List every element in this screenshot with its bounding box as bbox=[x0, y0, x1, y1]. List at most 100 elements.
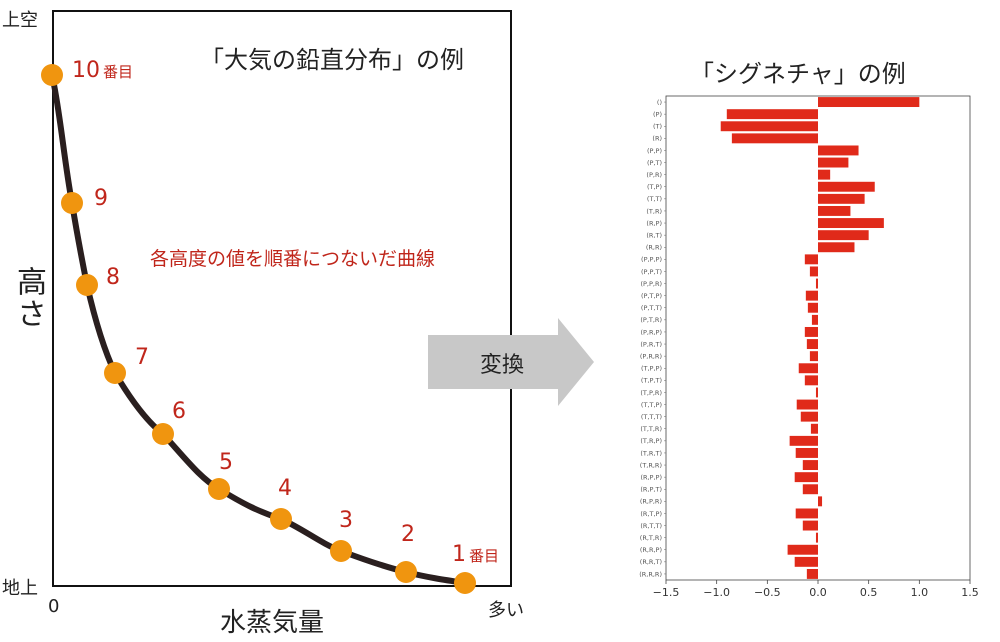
point-label-6: 6 bbox=[172, 399, 186, 424]
point-label-7: 7 bbox=[135, 345, 149, 370]
category-label-7: (T,P) bbox=[647, 183, 662, 191]
bar-29 bbox=[795, 447, 818, 458]
bar-37 bbox=[787, 544, 818, 555]
bar-6 bbox=[818, 169, 831, 180]
category-label-11: (R,T) bbox=[646, 231, 662, 239]
category-label-6: (P,R) bbox=[646, 171, 662, 179]
x-axis-label: 水蒸気量 bbox=[220, 608, 325, 638]
category-label-1: (P) bbox=[653, 110, 662, 118]
chart-frame bbox=[665, 95, 971, 581]
bar-30 bbox=[802, 460, 818, 471]
y-bottom-label: 地上 bbox=[2, 578, 38, 599]
category-label-5: (P,T) bbox=[647, 159, 662, 167]
point-label-10: 10 番目 bbox=[72, 58, 134, 83]
bar-15 bbox=[815, 278, 818, 289]
category-label-13: (P,P,P) bbox=[641, 256, 662, 264]
profile-point-10 bbox=[41, 64, 63, 86]
category-label-9: (T,R) bbox=[646, 207, 662, 215]
x-tick-label-4: 0.5 bbox=[860, 586, 878, 599]
bar-23 bbox=[804, 375, 818, 386]
x-zero-label: 0 bbox=[48, 596, 60, 617]
category-label-8: (T,T) bbox=[647, 195, 662, 203]
profile-point-6 bbox=[152, 423, 174, 445]
vertical-profile-curve-layer bbox=[41, 64, 476, 594]
category-label-23: (T,P,T) bbox=[641, 377, 662, 385]
x-max-label: 多い bbox=[488, 600, 524, 621]
category-label-37: (R,R,P) bbox=[640, 546, 662, 554]
bar-28 bbox=[789, 435, 818, 446]
bar-7 bbox=[818, 181, 875, 192]
bar-11 bbox=[818, 230, 869, 241]
bar-16 bbox=[805, 290, 818, 301]
category-label-4: (P,P) bbox=[647, 147, 662, 155]
category-label-36: (R,T,R) bbox=[640, 534, 662, 542]
signature-title: 「シグネチャ」の例 bbox=[690, 60, 906, 88]
bar-4 bbox=[818, 145, 859, 156]
category-label-26: (T,T,T) bbox=[641, 413, 662, 421]
bar-9 bbox=[818, 205, 851, 216]
category-label-39: (R,R,R) bbox=[639, 570, 662, 578]
bar-31 bbox=[794, 472, 818, 483]
profile-curve bbox=[49, 72, 468, 586]
bar-33 bbox=[818, 496, 823, 507]
category-label-29: (T,R,T) bbox=[640, 449, 662, 457]
category-label-35: (R,T,T) bbox=[640, 522, 662, 530]
point-label-3: 3 bbox=[339, 508, 353, 533]
signature-bar-chart: () (P) (T) (R) (P,P) (P,T) (P,R) (T,P) (T,T) (T,R… bbox=[639, 95, 979, 599]
bar-18 bbox=[811, 314, 818, 325]
y-top-label: 上空 bbox=[2, 10, 38, 31]
bar-3 bbox=[731, 133, 818, 144]
profile-title: 「大気の鉛直分布」の例 bbox=[200, 46, 464, 74]
profile-point-9 bbox=[61, 192, 83, 214]
profile-points bbox=[41, 64, 476, 594]
bar-0 bbox=[818, 97, 920, 108]
bar-21 bbox=[809, 351, 818, 362]
bar-10 bbox=[818, 218, 884, 229]
category-label-24: (T,P,R) bbox=[640, 389, 662, 397]
bar-24 bbox=[815, 387, 818, 398]
category-label-0: () bbox=[657, 98, 662, 106]
bar-13 bbox=[804, 254, 818, 265]
bar-25 bbox=[796, 399, 818, 410]
point-label-8: 8 bbox=[106, 265, 120, 290]
category-label-14: (P,P,T) bbox=[641, 268, 662, 276]
category-label-31: (R,P,P) bbox=[640, 473, 662, 481]
category-label-27: (T,T,R) bbox=[640, 425, 662, 433]
category-label-25: (T,T,P) bbox=[641, 401, 662, 409]
profile-point-2 bbox=[395, 561, 417, 583]
x-tick-label-0: −1.5 bbox=[653, 586, 680, 599]
category-label-22: (T,P,P) bbox=[641, 365, 662, 373]
curve-caption: 各高度の値を順番につないだ曲線 bbox=[150, 248, 436, 270]
x-tick-label-3: 0.0 bbox=[809, 586, 827, 599]
point-label-4: 4 bbox=[278, 476, 292, 501]
category-label-30: (T,R,R) bbox=[640, 461, 662, 469]
category-label-12: (R,R) bbox=[646, 244, 662, 252]
category-label-19: (P,R,P) bbox=[640, 328, 662, 336]
x-tick-label-5: 1.0 bbox=[911, 586, 929, 599]
transform-arrow bbox=[428, 318, 594, 406]
bar-8 bbox=[818, 193, 865, 204]
category-label-18: (P,T,R) bbox=[640, 316, 662, 324]
category-label-34: (R,T,P) bbox=[640, 510, 662, 518]
bar-27 bbox=[810, 423, 818, 434]
profile-point-8 bbox=[76, 274, 98, 296]
profile-point-7 bbox=[104, 362, 126, 384]
transform-arrow-label: 変換 bbox=[480, 353, 525, 378]
point-label-5: 5 bbox=[219, 450, 233, 475]
bar-5 bbox=[818, 157, 849, 168]
category-label-2: (T) bbox=[653, 123, 662, 131]
bar-32 bbox=[802, 484, 818, 495]
bar-19 bbox=[804, 326, 818, 337]
bar-17 bbox=[807, 302, 818, 313]
bar-34 bbox=[795, 508, 818, 519]
profile-point-3 bbox=[330, 540, 352, 562]
bar-36 bbox=[815, 532, 818, 543]
bar-14 bbox=[809, 266, 818, 277]
bar-12 bbox=[818, 242, 855, 253]
category-label-16: (P,T,P) bbox=[641, 292, 662, 300]
profile-point-4 bbox=[270, 508, 292, 530]
bar-22 bbox=[798, 363, 818, 374]
category-label-20: (P,R,T) bbox=[640, 340, 662, 348]
category-label-28: (T,R,P) bbox=[640, 437, 662, 445]
bar-35 bbox=[802, 520, 818, 531]
